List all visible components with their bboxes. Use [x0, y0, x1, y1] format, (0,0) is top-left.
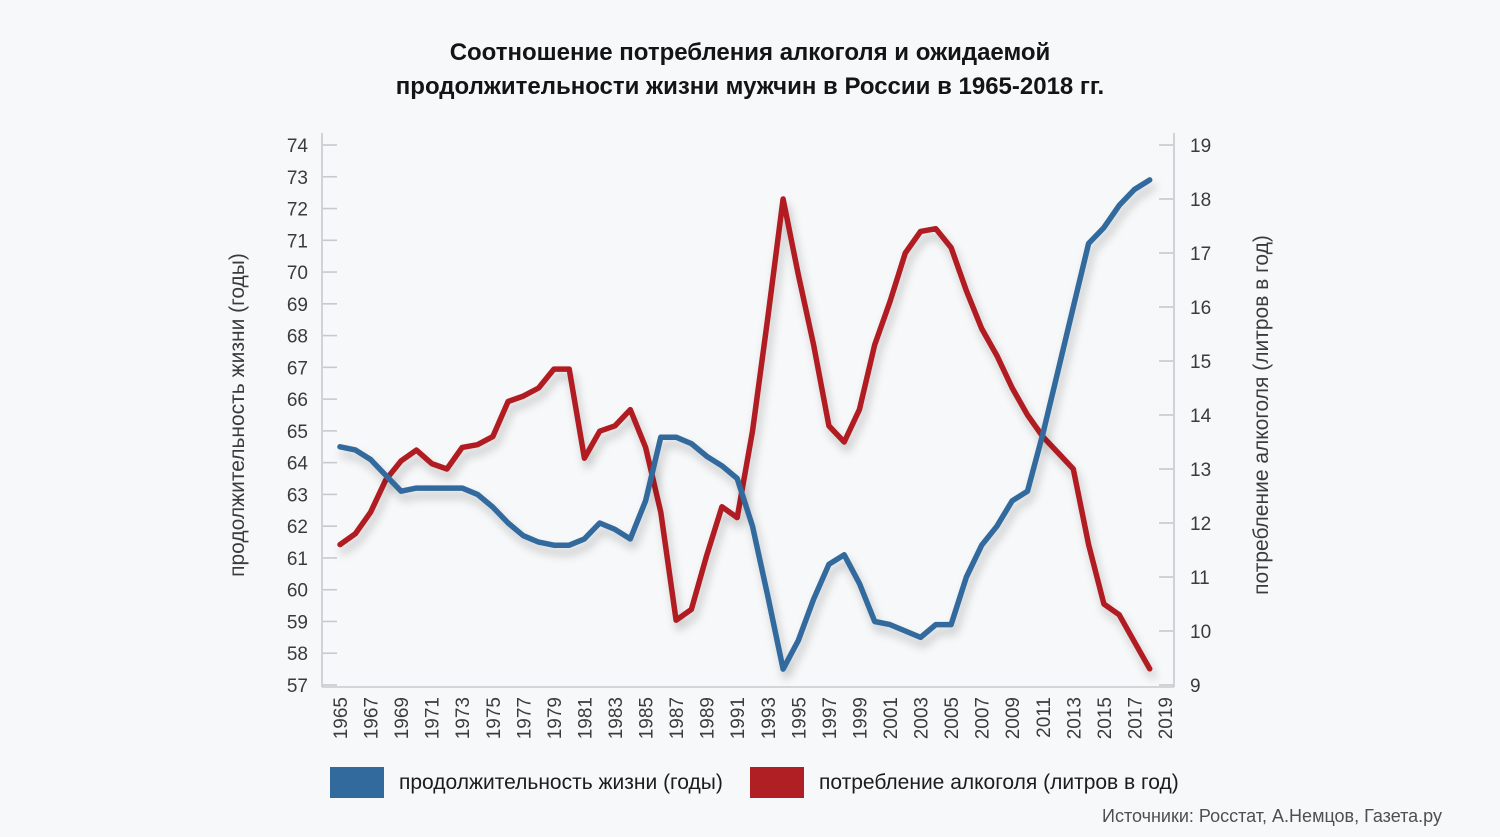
x-axis-tick-label: 2003: [912, 697, 933, 739]
x-axis-tick-label: 2011: [1034, 697, 1055, 738]
x-axis-tick-label: 2019: [1156, 697, 1177, 739]
left-axis-tick-label: 70: [287, 263, 308, 284]
left-axis-tick-label: 61: [287, 549, 308, 570]
x-axis-tick-label: 1997: [820, 697, 841, 739]
right-axis-tick-label: 10: [1190, 622, 1211, 643]
left-axis-tick-label: 67: [287, 358, 308, 379]
x-axis-tick-label: 1999: [850, 697, 871, 739]
data-series: [337, 177, 1153, 672]
left-axis-tick-label: 65: [287, 422, 308, 443]
x-axis-tick-label: 1977: [514, 697, 535, 739]
axes: 57 58 59 60 61 62 63 64 65 66 67 68 69 70 71 72 73 74 9 10 1…: [226, 133, 1273, 739]
x-axis-tick-label: 2017: [1125, 697, 1146, 739]
left-axis-tick-label: 58: [287, 644, 308, 665]
x-axis-tick-label: 1973: [453, 697, 474, 739]
x-axis-tick-label: 1967: [362, 697, 383, 739]
left-axis-title: продолжительность жизни (годы): [226, 253, 249, 577]
chart-title-line2: продолжительности жизни мужчин в России …: [395, 73, 1105, 100]
x-axis-tick-label: 2013: [1064, 697, 1085, 739]
left-axis-tick-label: 71: [287, 231, 308, 252]
chart-legend: продолжительность жизни (годы) потреблен…: [330, 767, 1179, 798]
right-axis-title: потребление алкоголя (литров в год): [1250, 235, 1273, 595]
x-axis-tick-label: 1991: [728, 697, 749, 739]
x-axis-tick-label: 1979: [545, 697, 566, 739]
x-axis-tick-label: 1971: [423, 697, 444, 739]
right-axis-tick-label: 12: [1190, 514, 1211, 535]
x-axis-tick-label: 1975: [484, 697, 505, 739]
source-attribution: Источники: Росстат, А.Немцов, Газета.ру: [1102, 806, 1442, 826]
alcohol-legend-label: потребление алкоголя (литров в год): [819, 770, 1179, 794]
right-axis-tick-label: 14: [1190, 406, 1212, 427]
x-axis-tick-label: 1981: [575, 697, 596, 739]
chart-title-line1: Соотношение потребления алкоголя и ожида…: [449, 39, 1051, 66]
x-axis-tick-label: 2007: [973, 697, 994, 739]
x-axis-tick-label: 2001: [881, 697, 902, 739]
left-axis-tick-label: 73: [287, 168, 308, 189]
x-axis-tick-label: 1987: [667, 697, 688, 739]
right-axis-tick-label: 15: [1190, 352, 1211, 373]
right-axis-tick-label: 9: [1190, 676, 1201, 697]
left-axis-tick-label: 63: [287, 485, 308, 506]
alcohol-swatch: [750, 767, 804, 798]
life-expectancy-legend-label: продолжительность жизни (годы): [399, 770, 723, 794]
left-axis-tick-label: 72: [287, 200, 308, 221]
left-axis-tick-label: 69: [287, 295, 308, 316]
x-axis-tick-label: 1983: [606, 697, 627, 739]
x-axis-tick-label: 2005: [942, 697, 963, 739]
life-expectancy-line: [337, 177, 1153, 672]
chart-title: Соотношение потребления алкоголя и ожида…: [0, 36, 1500, 104]
alcohol-consumption-line: [337, 196, 1153, 672]
life-expectancy-swatch: [330, 767, 384, 798]
left-axis-tick-label: 62: [287, 517, 308, 538]
x-axis-tick-label: 1985: [637, 697, 658, 739]
right-axis-tick-label: 11: [1190, 568, 1210, 589]
x-axis-tick-label: 1969: [392, 697, 413, 739]
left-axis-tick-label: 74: [287, 136, 309, 157]
left-axis-tick-label: 59: [287, 612, 308, 633]
left-axis-tick-label: 64: [287, 454, 309, 475]
x-axis-tick-label: 1993: [759, 697, 780, 739]
left-axis-tick-label: 68: [287, 327, 308, 348]
x-axis-tick-label: 1995: [789, 697, 810, 739]
x-axis-tick-label: 1965: [331, 697, 352, 739]
left-axis-tick-label: 57: [287, 676, 308, 697]
right-axis-tick-label: 17: [1190, 244, 1211, 265]
x-axis-tick-label: 2009: [1003, 697, 1024, 739]
left-axis-tick-label: 60: [287, 581, 308, 602]
right-axis-tick-label: 16: [1190, 298, 1211, 319]
x-axis-tick-label: 1989: [698, 697, 719, 739]
legend-item-alcohol: потребление алкоголя (литров в год): [750, 767, 1179, 798]
legend-item-life-expectancy: продолжительность жизни (годы): [330, 767, 750, 798]
right-axis-tick-label: 19: [1190, 136, 1211, 157]
left-axis-tick-label: 66: [287, 390, 308, 411]
x-axis-tick-label: 2015: [1095, 697, 1116, 739]
right-axis-tick-label: 18: [1190, 190, 1211, 211]
right-axis-tick-label: 13: [1190, 460, 1211, 481]
